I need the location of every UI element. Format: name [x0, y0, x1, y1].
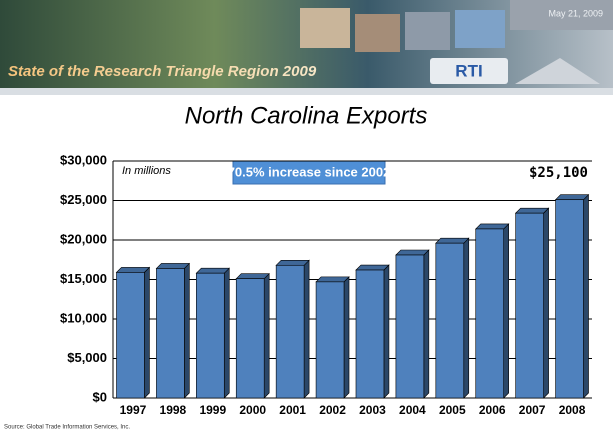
bar-top [475, 223, 510, 230]
logo-box [430, 58, 508, 84]
bar [355, 269, 385, 399]
bar [515, 212, 544, 399]
bar-side [583, 193, 589, 399]
photo [455, 10, 505, 48]
bar-side [184, 262, 190, 399]
y-tick-label: $5,000 [67, 350, 107, 365]
y-tick-label: $30,000 [60, 152, 107, 167]
latest-value: $25,100 [529, 165, 588, 181]
bar-side [423, 249, 430, 399]
bar-side [543, 207, 549, 399]
bar-top [235, 273, 270, 280]
y-tick-label: $10,000 [60, 310, 107, 325]
logo: RTI [455, 61, 482, 80]
bar-top [195, 267, 230, 274]
bar-top [355, 264, 390, 271]
bar-top [275, 259, 310, 266]
date: May 21, 2009 [548, 8, 603, 18]
units-note: In millions [122, 165, 171, 177]
highlight-note: 70.5% increase since 2002 [228, 164, 391, 179]
source: Source: Global Trade Information Service… [4, 425, 130, 431]
x-tick-label: 1997 [120, 403, 147, 417]
bar-side [383, 264, 390, 399]
x-tick-label: 2001 [279, 403, 306, 417]
bar-top [155, 263, 191, 269]
date-box [510, 0, 613, 30]
logo-graphic [515, 58, 600, 84]
bar-top [514, 207, 550, 214]
bar [475, 228, 504, 399]
x-tick-label: 2004 [399, 403, 426, 417]
bar [395, 254, 425, 399]
x-tick-label: 1999 [199, 403, 226, 417]
bar-top [315, 276, 350, 283]
bar [275, 264, 305, 399]
bar-top [435, 237, 470, 244]
bar-side [303, 259, 310, 399]
photo [300, 8, 350, 48]
x-tick-label: 2008 [559, 403, 586, 417]
y-tick-label: $20,000 [60, 231, 107, 246]
y-tick-label: $25,000 [60, 192, 107, 207]
x-tick-label: 2002 [319, 403, 346, 417]
bar [196, 272, 225, 399]
x-tick-label: 2005 [439, 403, 466, 417]
banner-band [0, 88, 613, 95]
photo [405, 12, 450, 50]
bar-side [223, 267, 230, 399]
bar [156, 268, 185, 399]
bar-side [263, 272, 270, 399]
y-tick-label: $15,000 [60, 271, 107, 286]
banner-title: State of the Research Triangle Region 20… [8, 63, 317, 80]
bar-side [144, 266, 150, 399]
x-tick-label: 2003 [359, 403, 386, 417]
bar [235, 278, 265, 399]
photo [355, 14, 400, 52]
chart-title: North Carolina Exports [185, 102, 428, 129]
bar-side [463, 237, 470, 399]
x-tick-label: 2006 [479, 403, 506, 417]
x-tick-label: 2007 [519, 403, 546, 417]
y-tick-label: $0 [93, 389, 107, 404]
bar-top [554, 194, 590, 201]
bar [555, 199, 584, 399]
bar-side [503, 223, 509, 399]
bar [116, 272, 145, 399]
x-tick-label: 2000 [239, 403, 266, 417]
x-tick-label: 1998 [160, 403, 187, 417]
bar-top [395, 249, 430, 256]
bar [315, 281, 345, 399]
bar [435, 242, 465, 399]
bar-top [115, 267, 151, 273]
bar-side [343, 276, 350, 399]
